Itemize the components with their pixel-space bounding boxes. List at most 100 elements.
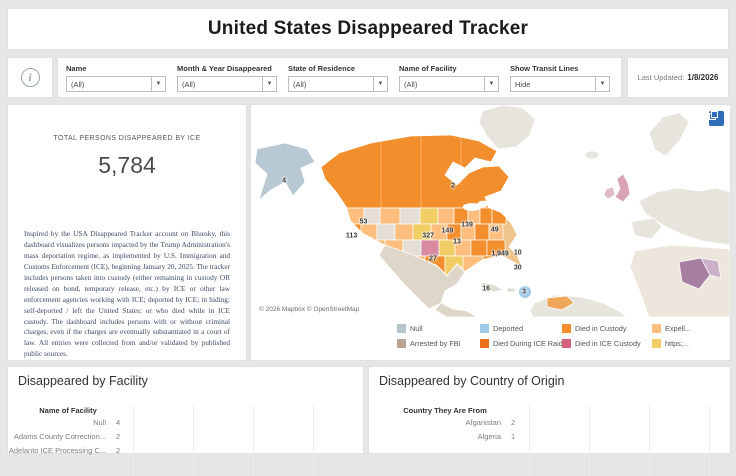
us-states-mosaic[interactable] — [347, 208, 507, 278]
legend-label: Died in Custody — [575, 324, 627, 333]
legend-item[interactable]: https;... — [652, 339, 732, 348]
map-legend: Null Deported Died in Custody Expell... … — [397, 321, 732, 351]
map-region-cuba[interactable] — [480, 281, 505, 293]
great-lakes — [462, 200, 489, 211]
kpi-value: 5,784 — [98, 152, 156, 178]
map-region-mexico[interactable] — [378, 244, 466, 310]
map-region-iberia[interactable] — [630, 217, 663, 240]
map-attribution[interactable]: © 2026 Mapbox © OpenStreetMap — [257, 306, 362, 313]
map-region-africa[interactable] — [629, 244, 730, 317]
table-row[interactable]: Adelanto ICE Processing C... 2 — [8, 444, 363, 457]
facility-table: Name of Facility Null 4 Adams County Cor… — [8, 406, 363, 476]
map-count-label: 16 — [482, 285, 491, 293]
legend-item[interactable]: Died in Custody — [562, 324, 652, 333]
map-count-label: 53 — [359, 218, 368, 226]
table-row[interactable]: Adams County Correction... 2 — [8, 430, 363, 443]
dropdown-value: Hide — [515, 79, 531, 89]
map-layers-icon[interactable] — [709, 111, 724, 126]
filter-facility-dropdown[interactable]: (All) ▼ — [399, 75, 499, 92]
legend-label: Null — [410, 324, 423, 333]
kpi-label: TOTAL PERSONS DISAPPEARED BY ICE — [53, 135, 201, 142]
map-count-label: 149 — [441, 227, 454, 235]
map-region-ireland[interactable] — [603, 186, 616, 200]
legend-label: Died in ICE Custody — [575, 339, 641, 348]
table-row[interactable]: Algeria 1 — [369, 430, 730, 443]
legend-item[interactable]: Expell... — [652, 324, 732, 333]
legend-label: https;... — [665, 339, 689, 348]
legend-label: Deported — [493, 324, 524, 333]
dashboard-description: Inspired by the USA Disappeared Tracker … — [24, 229, 230, 359]
info-panel: i — [7, 57, 53, 98]
summary-panel: TOTAL PERSONS DISAPPEARED BY ICE 5,784 I… — [7, 104, 247, 361]
map-region-iceland[interactable] — [584, 150, 600, 160]
info-icon[interactable]: i — [20, 68, 40, 87]
legend-swatch — [397, 339, 406, 348]
map-region-libya[interactable] — [700, 257, 722, 279]
legend-item[interactable]: Arrested by FBI — [397, 339, 480, 348]
chevron-down-icon[interactable]: ▼ — [151, 76, 165, 91]
dropdown-value: (All) — [404, 79, 418, 89]
row-label: Null — [93, 418, 106, 427]
map-region-central-america[interactable] — [434, 302, 478, 317]
legend-swatch — [397, 324, 406, 333]
row-value: 2 — [511, 418, 516, 427]
map-drawing — [254, 105, 730, 317]
filter-transit-lines-dropdown[interactable]: Hide ▼ — [510, 75, 610, 92]
map-region-greenland[interactable] — [478, 105, 536, 150]
row-value: 2 — [116, 432, 121, 441]
filter-label: Name — [66, 63, 87, 73]
filter-label: Show Transit Lines — [510, 63, 579, 73]
table-row[interactable]: Null 4 — [8, 416, 363, 429]
map-region-canada[interactable] — [320, 134, 510, 209]
map-mark-caribbean[interactable] — [518, 285, 532, 299]
map-region-uk[interactable] — [614, 173, 631, 203]
legend-label: Died During ICE Raid — [493, 339, 562, 348]
dashboard-header: United States Disappeared Tracker — [7, 8, 729, 50]
map-count-label: 3 — [522, 288, 526, 296]
legend-item[interactable]: Null — [397, 324, 480, 333]
map-region-hispaniola[interactable] — [506, 287, 516, 293]
legend-swatch — [652, 324, 661, 333]
map-count-label: 4 — [282, 177, 286, 185]
map-region-scandinavia[interactable] — [648, 112, 690, 157]
filter-month-year-dropdown[interactable]: (All) ▼ — [177, 75, 277, 92]
legend-item[interactable]: Died in ICE Custody — [562, 339, 652, 348]
filter-name-dropdown[interactable]: (All) ▼ — [66, 75, 166, 92]
legend-item[interactable]: Died During ICE Raid — [480, 339, 562, 348]
gridlines — [133, 406, 351, 476]
facility-section: Disappeared by Facility Name of Facility… — [7, 366, 364, 476]
filter-name: Name (All) ▼ — [66, 64, 166, 92]
filter-label: Month & Year Disappeared — [177, 63, 272, 73]
origin-section: Disappeared by Country of Origin Country… — [368, 366, 731, 476]
dropdown-value: (All) — [293, 79, 307, 89]
origin-table: Country They Are From Afganistan 2 Alger… — [369, 406, 730, 476]
table-row[interactable]: Afganistan 2 — [369, 416, 730, 429]
legend-swatch — [652, 339, 661, 348]
map-region-south-america[interactable] — [529, 294, 628, 317]
gridlines — [529, 406, 718, 476]
map-count-label: 2 — [451, 182, 456, 190]
map-count-label: 10 — [513, 249, 522, 257]
chevron-down-icon[interactable]: ▼ — [373, 76, 387, 91]
filter-state-residence-dropdown[interactable]: (All) ▼ — [288, 75, 388, 92]
chevron-down-icon[interactable]: ▼ — [595, 76, 609, 91]
map-count-label: 30 — [513, 264, 522, 272]
map-region-algeria[interactable] — [678, 257, 711, 290]
row-value: 1 — [511, 432, 516, 441]
legend-swatch — [480, 339, 489, 348]
legend-item[interactable]: Deported — [480, 324, 562, 333]
filter-facility: Name of Facility (All) ▼ — [399, 64, 499, 92]
map-count-label: 113 — [345, 232, 358, 240]
chevron-down-icon[interactable]: ▼ — [484, 76, 498, 91]
filter-bar: Name (All) ▼ Month & Year Disappeared (A… — [57, 57, 622, 98]
map-region-venezuela[interactable] — [546, 295, 575, 311]
map-region-europe[interactable] — [638, 187, 730, 246]
column-header: Country They Are From — [403, 406, 487, 415]
map-region-alaska[interactable] — [254, 142, 316, 202]
row-label: Afganistan — [465, 418, 501, 427]
chevron-down-icon[interactable]: ▼ — [262, 76, 276, 91]
row-value: 2 — [116, 446, 121, 455]
map-count-label: 327 — [422, 232, 435, 240]
kpi-block: TOTAL PERSONS DISAPPEARED BY ICE 5,784 — [8, 105, 246, 179]
map-canvas[interactable]: 2 4 113 53 327 149 139 49 13 27 1,949 10… — [251, 105, 730, 317]
